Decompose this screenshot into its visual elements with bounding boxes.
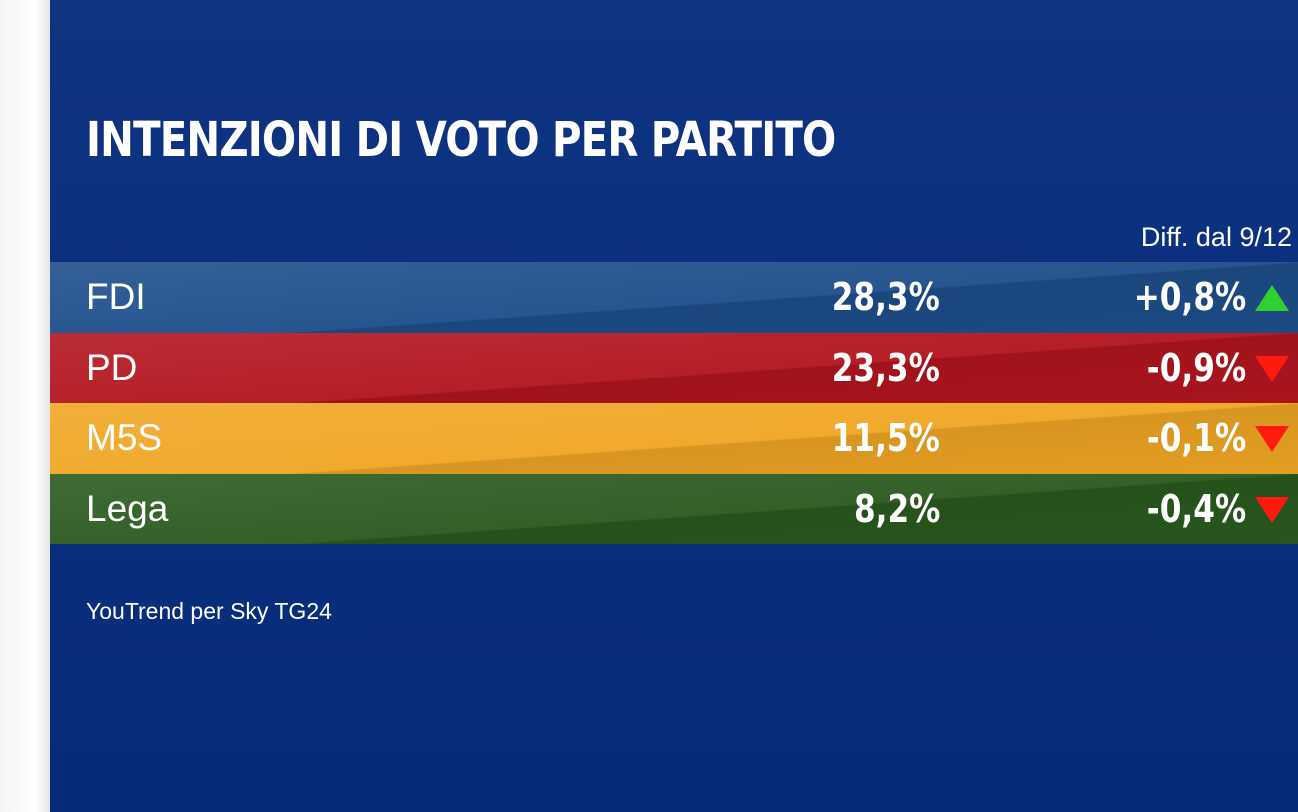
party-change: -0,9% xyxy=(1146,345,1246,390)
triangle-up-icon xyxy=(1255,285,1289,311)
party-row-pd: PD 23,3% -0,9% xyxy=(50,332,1298,403)
diff-column-header: Diff. dal 9/12 xyxy=(1140,222,1292,252)
party-name: PD xyxy=(86,346,138,388)
party-change: +0,8% xyxy=(1133,275,1246,319)
party-row-m5s: M5S 11,5% -0,1% xyxy=(50,403,1298,474)
party-row-lega: Lega 8,2% -0,4% xyxy=(50,473,1298,544)
triangle-down-icon xyxy=(1255,355,1289,382)
row-sheen xyxy=(50,403,1298,474)
chart-title: INTENZIONI DI VOTO PER PARTITO xyxy=(86,112,836,168)
party-vote-share: 11,5% xyxy=(831,416,940,460)
left-margin xyxy=(0,0,50,812)
poll-table: FDI 28,3% +0,8% PD 23,3% -0,9% M5S 11,5% -0,1% Le… xyxy=(50,262,1298,544)
party-vote-share: 28,3% xyxy=(831,275,940,319)
source-credit: YouTrend per Sky TG24 xyxy=(86,598,332,624)
row-sheen xyxy=(50,332,1298,403)
triangle-down-icon xyxy=(1255,426,1289,452)
party-change: -0,1% xyxy=(1146,416,1246,460)
row-sheen xyxy=(50,262,1298,333)
party-name: FDI xyxy=(86,276,146,317)
party-name: M5S xyxy=(86,417,163,458)
party-name: Lega xyxy=(86,487,169,529)
row-sheen xyxy=(50,473,1298,544)
party-row-fdi: FDI 28,3% +0,8% xyxy=(50,262,1298,333)
party-change: -0,4% xyxy=(1146,486,1246,531)
party-vote-share: 23,3% xyxy=(831,345,940,390)
party-vote-share: 8,2% xyxy=(853,486,940,531)
triangle-down-icon xyxy=(1255,496,1289,523)
